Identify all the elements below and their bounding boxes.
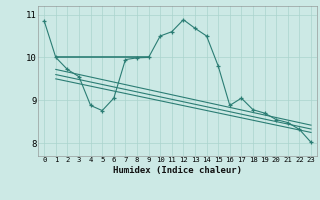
X-axis label: Humidex (Indice chaleur): Humidex (Indice chaleur) [113,166,242,175]
